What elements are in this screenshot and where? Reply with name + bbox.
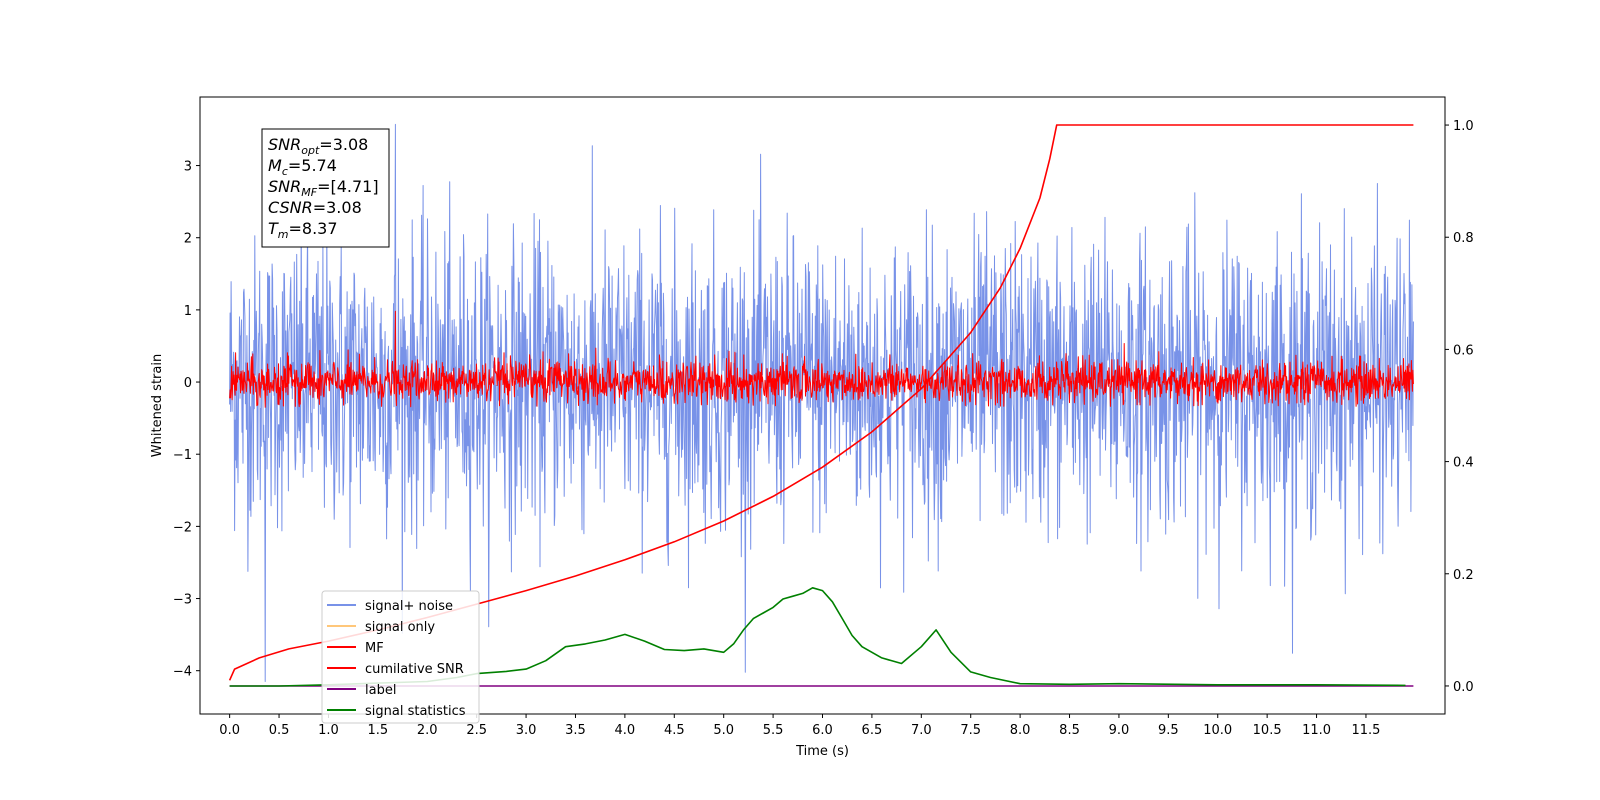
x-tick-label: 11.0 xyxy=(1302,723,1331,738)
x-tick-label: 5.5 xyxy=(763,723,784,738)
y-tick-label: 3 xyxy=(184,160,192,175)
stats-box-frame xyxy=(261,128,390,248)
x-tick-label: 6.5 xyxy=(862,723,883,738)
legend-label: signal+ noise xyxy=(365,599,453,614)
legend-label: cumilative SNR xyxy=(365,662,464,677)
x-tick-label: 3.0 xyxy=(516,723,537,738)
x-tick-label: 9.5 xyxy=(1158,723,1179,738)
y-tick-label: 2 xyxy=(184,232,192,247)
y2-tick-label: 1.0 xyxy=(1453,119,1474,134)
x-tick-label: 5.0 xyxy=(713,723,734,738)
x-tick-label: 1.0 xyxy=(318,723,339,738)
x-tick-label: 7.5 xyxy=(960,723,981,738)
stats-line: Tm=8.37 xyxy=(268,219,338,241)
y-tick-label: −2 xyxy=(173,520,192,535)
y2-tick-label: 0.6 xyxy=(1453,343,1474,358)
y2-tick-label: 0.0 xyxy=(1453,680,1474,695)
series-line-signal-statistics xyxy=(229,587,1406,687)
x-tick-label: 4.0 xyxy=(615,723,636,738)
x-tick-label: 7.0 xyxy=(911,723,932,738)
x-tick-label: 9.0 xyxy=(1109,723,1130,738)
legend-label: label xyxy=(365,683,396,698)
x-tick-label: 11.5 xyxy=(1351,723,1380,738)
stats-line: SNRMF=[4.71] xyxy=(268,177,379,199)
axes-ticks: 0.0 0.5 1.0 1.5 2.0 2.5 3.0 3.5 4.0 4.5 5.0 5.5 6.0 6… xyxy=(173,119,1474,738)
x-axis-label: Time (s) xyxy=(795,744,849,759)
x-tick-label: 3.5 xyxy=(565,723,586,738)
y-tick-label: −4 xyxy=(173,665,192,680)
y2-tick-label: 0.4 xyxy=(1453,456,1474,471)
x-tick-label: 0.5 xyxy=(269,723,290,738)
x-tick-label: 2.0 xyxy=(417,723,438,738)
y2-tick-label: 0.2 xyxy=(1453,568,1474,583)
y-tick-label: −1 xyxy=(173,448,192,463)
series-line-mf xyxy=(229,310,1414,408)
stats-line: Mc=5.74 xyxy=(268,156,337,178)
stats-line: CSNR=3.08 xyxy=(268,198,362,217)
x-tick-label: 6.0 xyxy=(812,723,833,738)
x-tick-label: 0.0 xyxy=(219,723,240,738)
y-axis-label: Whitened strain xyxy=(150,354,165,457)
legend-frame xyxy=(321,590,480,724)
x-tick-label: 1.5 xyxy=(368,723,389,738)
legend-label: signal only xyxy=(365,620,435,635)
x-tick-label: 10.5 xyxy=(1253,723,1282,738)
x-tick-label: 8.0 xyxy=(1010,723,1031,738)
x-tick-label: 4.5 xyxy=(664,723,685,738)
y-tick-label: 1 xyxy=(184,304,192,319)
legend-label: signal statistics xyxy=(365,704,466,719)
x-tick-label: 8.5 xyxy=(1059,723,1080,738)
legend-label: MF xyxy=(365,641,384,656)
x-tick-label: 10.0 xyxy=(1203,723,1232,738)
legend: signal+ noise signal only MF cumilative SNR… xyxy=(321,590,480,724)
y-tick-label: 0 xyxy=(184,376,192,391)
stats-line: SNRopt=3.08 xyxy=(268,135,368,157)
x-tick-label: 2.5 xyxy=(466,723,487,738)
y-tick-label: −3 xyxy=(173,593,192,608)
y2-tick-label: 0.8 xyxy=(1453,231,1474,246)
